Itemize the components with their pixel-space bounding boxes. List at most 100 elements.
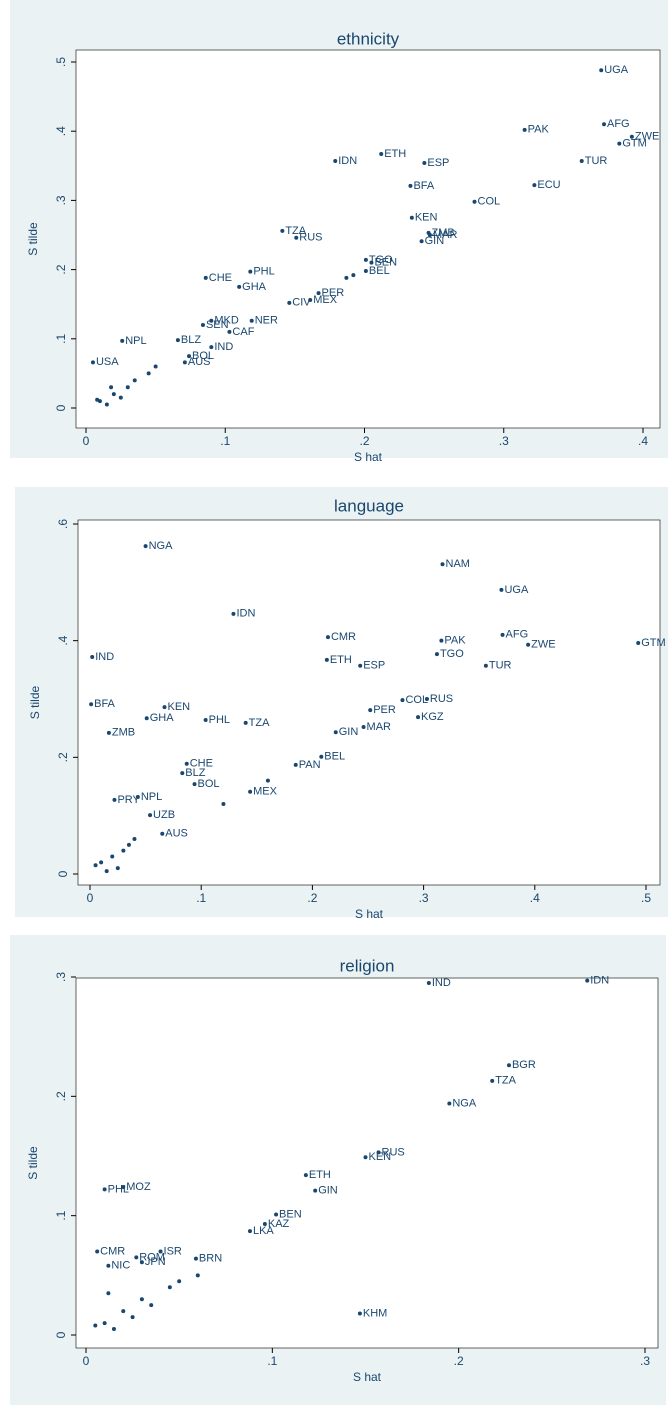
point — [262, 1222, 267, 1227]
point — [106, 730, 111, 735]
point — [499, 587, 504, 592]
point — [308, 298, 313, 303]
point-label: PHL — [253, 266, 274, 278]
point — [526, 642, 531, 647]
point — [333, 730, 338, 735]
point — [419, 239, 424, 244]
point-label: MKD — [214, 315, 239, 327]
point — [500, 632, 505, 637]
point — [227, 329, 232, 334]
point-label: PER — [322, 287, 345, 299]
point — [247, 1229, 252, 1234]
point-label: BEL — [324, 751, 345, 763]
point — [636, 641, 641, 645]
point-label: AFG — [506, 629, 529, 641]
point-label: ZWE — [531, 639, 555, 651]
point — [209, 318, 214, 323]
point — [585, 978, 590, 983]
y-tick-label: .2 — [54, 264, 68, 274]
point — [303, 1173, 308, 1178]
point — [439, 638, 444, 643]
point-label: NAM — [446, 558, 470, 570]
point — [483, 663, 488, 668]
y-tick-label: .5 — [54, 57, 68, 67]
point-label: JPN — [145, 1256, 166, 1268]
point-label: BLZ — [181, 334, 201, 346]
point-label: KAZ — [268, 1218, 290, 1230]
point-label: COL — [478, 196, 501, 208]
point — [361, 725, 366, 729]
point-label: ETH — [384, 148, 406, 160]
point — [95, 1249, 100, 1254]
point-label: AFG — [607, 118, 630, 130]
point-label: BLZ — [185, 767, 205, 779]
x-tick-label: 0 — [83, 1354, 90, 1368]
point — [357, 1311, 362, 1316]
point-label: UGA — [504, 584, 529, 596]
point — [599, 68, 604, 73]
y-tick-label: 0 — [54, 1331, 68, 1338]
point — [139, 1260, 144, 1265]
point-label: MOZ — [126, 1181, 151, 1193]
point — [280, 228, 285, 233]
point — [316, 291, 321, 296]
point-label: KGZ — [421, 711, 444, 723]
point — [490, 1078, 495, 1083]
point — [416, 715, 421, 720]
point-label: PHL — [209, 714, 230, 726]
point — [93, 1323, 98, 1328]
point — [111, 1327, 116, 1332]
point — [522, 127, 527, 132]
point-label: NER — [255, 315, 278, 327]
point — [121, 1309, 126, 1314]
point-label: IDN — [590, 974, 609, 986]
point — [344, 275, 349, 280]
point — [187, 354, 192, 359]
panel-title: religion — [340, 956, 395, 975]
point — [106, 1263, 111, 1268]
point-label: MAR — [367, 721, 392, 733]
point — [106, 1291, 111, 1296]
point — [109, 385, 114, 390]
point — [104, 869, 109, 874]
point — [195, 1273, 200, 1278]
x-tick-label: .3 — [499, 434, 509, 448]
point — [602, 122, 607, 127]
point-label: ESP — [363, 660, 385, 672]
point-label: CHE — [190, 758, 213, 770]
point — [115, 866, 120, 871]
y-tick-label: .1 — [54, 1210, 68, 1220]
point — [132, 378, 137, 383]
point-label: BFA — [94, 698, 115, 710]
point — [209, 345, 214, 350]
point — [93, 863, 98, 868]
point-label: IDN — [236, 608, 255, 620]
point-label: ZMB — [112, 727, 135, 739]
x-tick-label: .2 — [359, 434, 369, 448]
point-label: BOL — [192, 350, 214, 362]
point-label: AUS — [188, 356, 211, 368]
x-tick-label: .4 — [530, 891, 540, 905]
point-label: CAF — [232, 326, 254, 338]
point — [506, 1063, 511, 1068]
point-label: BEN — [374, 257, 397, 269]
point — [146, 371, 151, 376]
x-axis-label: S hat — [355, 907, 384, 921]
y-axis-label: S tilde — [26, 1146, 40, 1180]
point — [162, 705, 167, 710]
point — [134, 1255, 139, 1260]
point-label: TGO — [440, 648, 464, 660]
point-label: MEX — [313, 294, 338, 306]
point-label: UGA — [604, 64, 629, 76]
point — [324, 657, 329, 662]
y-tick-label: .6 — [56, 519, 70, 529]
point — [440, 562, 445, 567]
point — [434, 652, 439, 657]
point — [99, 860, 104, 865]
y-tick-label: .2 — [54, 1091, 68, 1101]
point-label: ECU — [537, 179, 560, 191]
point-label: LKA — [253, 1225, 274, 1237]
point — [221, 802, 226, 806]
x-axis-label: S hat — [353, 1370, 382, 1384]
